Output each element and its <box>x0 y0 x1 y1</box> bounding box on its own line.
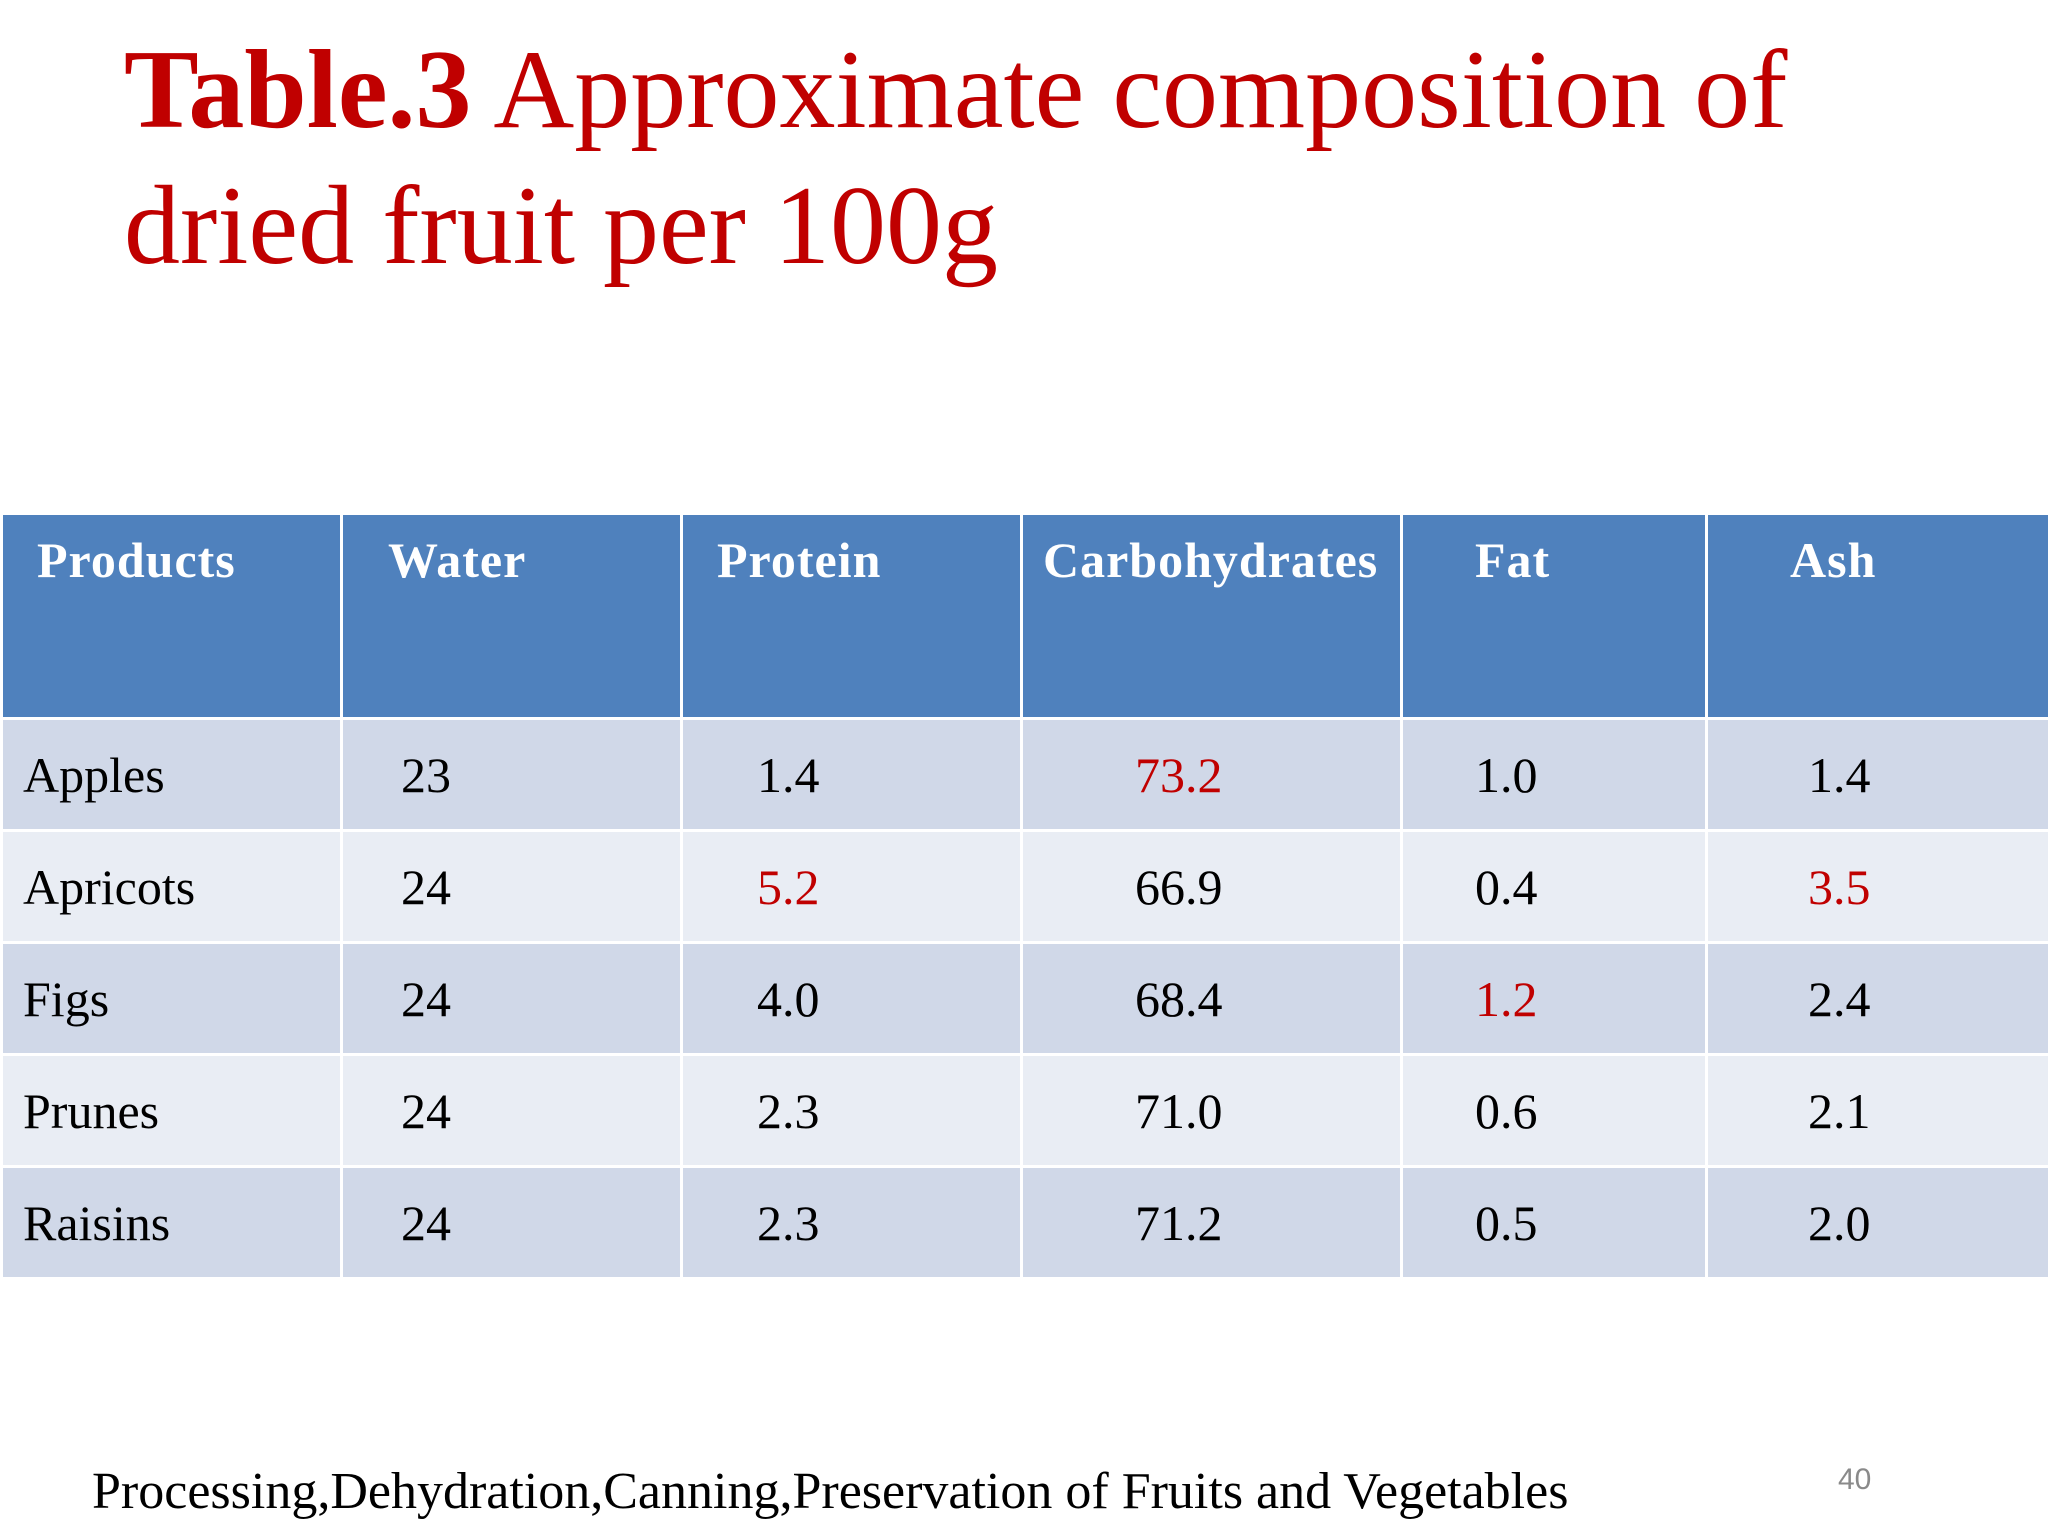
header-fat: Fat <box>1400 512 1708 720</box>
cell-ash: 3.5 <box>1705 829 2048 944</box>
header-carbohydrates: Carbohydrates <box>1020 512 1403 720</box>
title-table-number: Table.3 <box>124 28 472 152</box>
cell-product: Apricots <box>0 829 343 944</box>
table-row: Raisins 24 2.3 71.2 0.5 2.0 <box>0 1165 2048 1280</box>
cell-protein: 5.2 <box>680 829 1023 944</box>
cell-water: 24 <box>340 941 683 1056</box>
cell-carbohydrates: 66.9 <box>1020 829 1403 944</box>
header-products: Products <box>0 512 343 720</box>
cell-ash: 2.1 <box>1705 1053 2048 1168</box>
cell-fat: 1.0 <box>1400 717 1708 832</box>
table-row: Figs 24 4.0 68.4 1.2 2.4 <box>0 941 2048 1056</box>
cell-carbohydrates: 68.4 <box>1020 941 1403 1056</box>
footer-text: Processing,Dehydration,Canning,Preservat… <box>92 1463 1569 1520</box>
cell-ash: 1.4 <box>1705 717 2048 832</box>
cell-water: 24 <box>340 1165 683 1280</box>
cell-water: 24 <box>340 829 683 944</box>
table-header-row: Products Water Protein Carbohydrates Fat… <box>0 512 2048 720</box>
cell-fat: 1.2 <box>1400 941 1708 1056</box>
cell-product: Prunes <box>0 1053 343 1168</box>
header-ash: Ash <box>1705 512 2048 720</box>
table-row: Prunes 24 2.3 71.0 0.6 2.1 <box>0 1053 2048 1168</box>
header-protein: Protein <box>680 512 1023 720</box>
cell-ash: 2.0 <box>1705 1165 2048 1280</box>
cell-product: Figs <box>0 941 343 1056</box>
cell-carbohydrates: 71.2 <box>1020 1165 1403 1280</box>
composition-table: Products Water Protein Carbohydrates Fat… <box>0 512 2048 1280</box>
cell-fat: 0.4 <box>1400 829 1708 944</box>
table-row: Apples 23 1.4 73.2 1.0 1.4 <box>0 717 2048 832</box>
cell-product: Raisins <box>0 1165 343 1280</box>
table-row: Apricots 24 5.2 66.9 0.4 3.5 <box>0 829 2048 944</box>
cell-water: 24 <box>340 1053 683 1168</box>
cell-fat: 0.6 <box>1400 1053 1708 1168</box>
cell-protein: 1.4 <box>680 717 1023 832</box>
cell-protein: 2.3 <box>680 1053 1023 1168</box>
cell-carbohydrates: 73.2 <box>1020 717 1403 832</box>
cell-product: Apples <box>0 717 343 832</box>
title-text: Approximate composition of dried fruit p… <box>124 28 1788 288</box>
cell-protein: 4.0 <box>680 941 1023 1056</box>
slide-title: Table.3 Approximate composition of dried… <box>124 22 1924 294</box>
cell-protein: 2.3 <box>680 1165 1023 1280</box>
cell-ash: 2.4 <box>1705 941 2048 1056</box>
cell-fat: 0.5 <box>1400 1165 1708 1280</box>
cell-carbohydrates: 71.0 <box>1020 1053 1403 1168</box>
header-water: Water <box>340 512 683 720</box>
page-number: 40 <box>1838 1463 1872 1496</box>
cell-water: 23 <box>340 717 683 832</box>
